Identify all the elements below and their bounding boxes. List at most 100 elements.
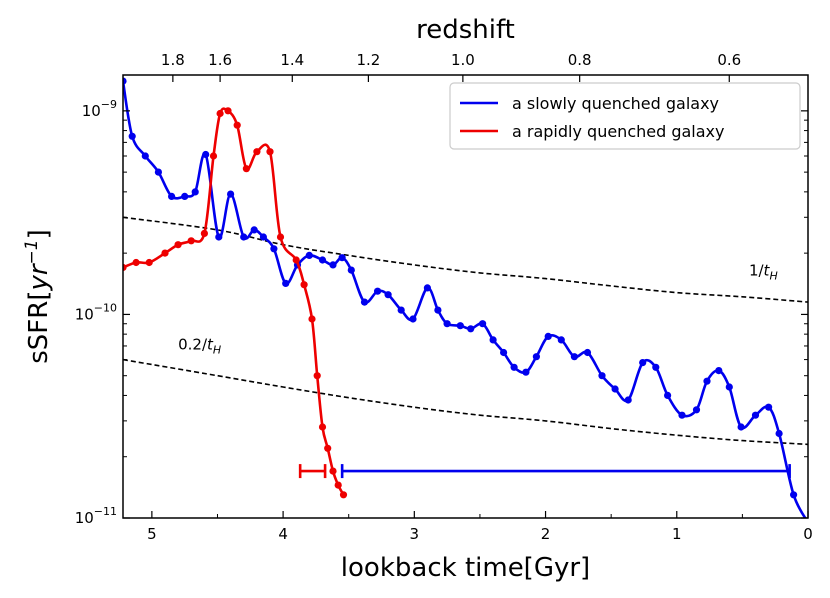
series-line-1: [123, 80, 807, 518]
series-1-point-31: [467, 325, 475, 333]
series-1-point-42: [598, 372, 606, 380]
series-1-point-32: [479, 320, 487, 328]
series-2-point-23: [334, 481, 342, 489]
reference-label-1: 1/tH: [749, 262, 778, 283]
x-tick-label-4: 2: [541, 525, 551, 543]
y-tick-label-3: 10−9: [82, 98, 117, 120]
plot-frame: [122, 74, 809, 519]
top-tick-label-7: 0.6: [717, 51, 741, 69]
series-1-point-33: [489, 336, 497, 344]
series-2-point-7: [200, 229, 208, 237]
series-1: [123, 77, 807, 518]
series-1-point-38: [544, 332, 552, 340]
series-2-point-11: [233, 121, 241, 129]
series-1-point-12: [250, 226, 258, 234]
series-1-point-44: [624, 396, 632, 404]
series-1-point-21: [347, 266, 355, 274]
series-2: [123, 107, 348, 499]
series-1-point-35: [510, 363, 518, 371]
legend-label-2: a rapidly quenched galaxy: [512, 122, 724, 141]
x-tick-label-2: 4: [278, 525, 288, 543]
series-2-point-24: [339, 491, 348, 499]
legend-box: [449, 82, 801, 150]
top-tick-label-6: 0.8: [568, 51, 592, 69]
series-1-point-2: [128, 132, 136, 140]
series-1-point-53: [737, 423, 745, 431]
x-axis-title: lookback time[Gyr]: [341, 553, 590, 583]
series-1-point-19: [329, 261, 337, 269]
y-tick-label-2: 10−10: [75, 301, 117, 323]
series-2-point-8: [209, 152, 218, 160]
series-1-point-26: [409, 315, 417, 323]
reference-lines: [123, 216, 808, 446]
series-1-point-37: [532, 353, 541, 361]
series-1-point-22: [360, 298, 369, 306]
series-1-point-6: [181, 192, 189, 200]
top-axis-title: redshift: [416, 15, 515, 45]
series-1-point-23: [374, 287, 382, 295]
series-2-point-13: [253, 148, 261, 156]
series-line-2: [123, 107, 345, 496]
series-2-point-21: [324, 444, 332, 452]
series-1-point-51: [715, 367, 723, 375]
series-1-point-40: [570, 353, 579, 361]
reference-label-2: 0.2/tH: [178, 335, 221, 356]
series-1-point-30: [456, 322, 464, 330]
series-1-point-3: [141, 152, 149, 160]
series-2-point-6: [187, 237, 195, 245]
series-1-point-27: [423, 284, 431, 292]
series-2-point-12: [242, 165, 250, 173]
series-1-point-24: [384, 291, 392, 299]
axis-text: 1/tH 0.2/tH 5 4 3 2 1 0 1.8 1.6 1.4 1.2 1.0 0.8 0.6 10−…: [22, 15, 813, 583]
y-axis-title: sSFR[yr−1]: [22, 229, 54, 364]
x-tick-label-1: 5: [147, 525, 157, 543]
series-2-point-2: [132, 258, 140, 267]
legend-label-1: a slowly quenched galaxy: [512, 94, 719, 113]
series-1-point-11: [240, 233, 248, 241]
reference-line-1: [123, 216, 808, 303]
series-2-point-9: [216, 109, 224, 118]
series-1-point-55: [765, 403, 773, 411]
series-2-point-14: [266, 148, 274, 156]
series-1-point-1: [123, 77, 127, 85]
axes: [122, 74, 809, 519]
series-1-point-18: [318, 256, 327, 264]
legend: a slowly quenched galaxy a rapidly quench…: [449, 82, 801, 150]
x-tick-label-6: 0: [803, 525, 813, 543]
series-1-point-9: [215, 233, 223, 241]
series-1-point-13: [259, 233, 267, 241]
y-tick-label-1: 10−11: [75, 505, 117, 527]
series-1-point-41: [583, 348, 592, 357]
series-1-point-17: [305, 251, 313, 259]
x-tick-label-5: 1: [672, 525, 682, 543]
series-1-point-10: [227, 190, 235, 198]
series-2-point-22: [329, 467, 337, 475]
data-series: [123, 77, 807, 518]
reference-line-2: [123, 358, 808, 446]
series-1-point-56: [775, 429, 783, 438]
top-tick-label-4: 1.2: [356, 51, 380, 69]
top-tick-label-5: 1.0: [451, 51, 475, 69]
series-1-point-5: [168, 192, 176, 200]
series-1-point-15: [282, 279, 290, 287]
series-1-point-57: [790, 491, 798, 499]
series-2-point-10: [224, 107, 232, 115]
series-1-point-50: [703, 377, 711, 385]
series-1-point-7: [191, 188, 199, 196]
series-1-point-39: [557, 336, 565, 344]
series-1-point-45: [639, 359, 647, 367]
series-1-point-34: [500, 348, 508, 357]
series-1-point-29: [443, 320, 451, 328]
series-1-point-47: [664, 391, 672, 399]
series-1-point-25: [397, 306, 405, 314]
series-2-point-20: [318, 423, 327, 431]
series-2-point-3: [145, 258, 153, 267]
series-2-point-17: [300, 281, 308, 289]
series-1-point-49: [692, 406, 701, 414]
x-tick-label-3: 3: [410, 525, 420, 543]
series-1-point-46: [652, 363, 660, 371]
series-1-point-4: [154, 168, 162, 176]
series-2-point-16: [292, 256, 300, 264]
interval-bar-2: [340, 464, 791, 479]
